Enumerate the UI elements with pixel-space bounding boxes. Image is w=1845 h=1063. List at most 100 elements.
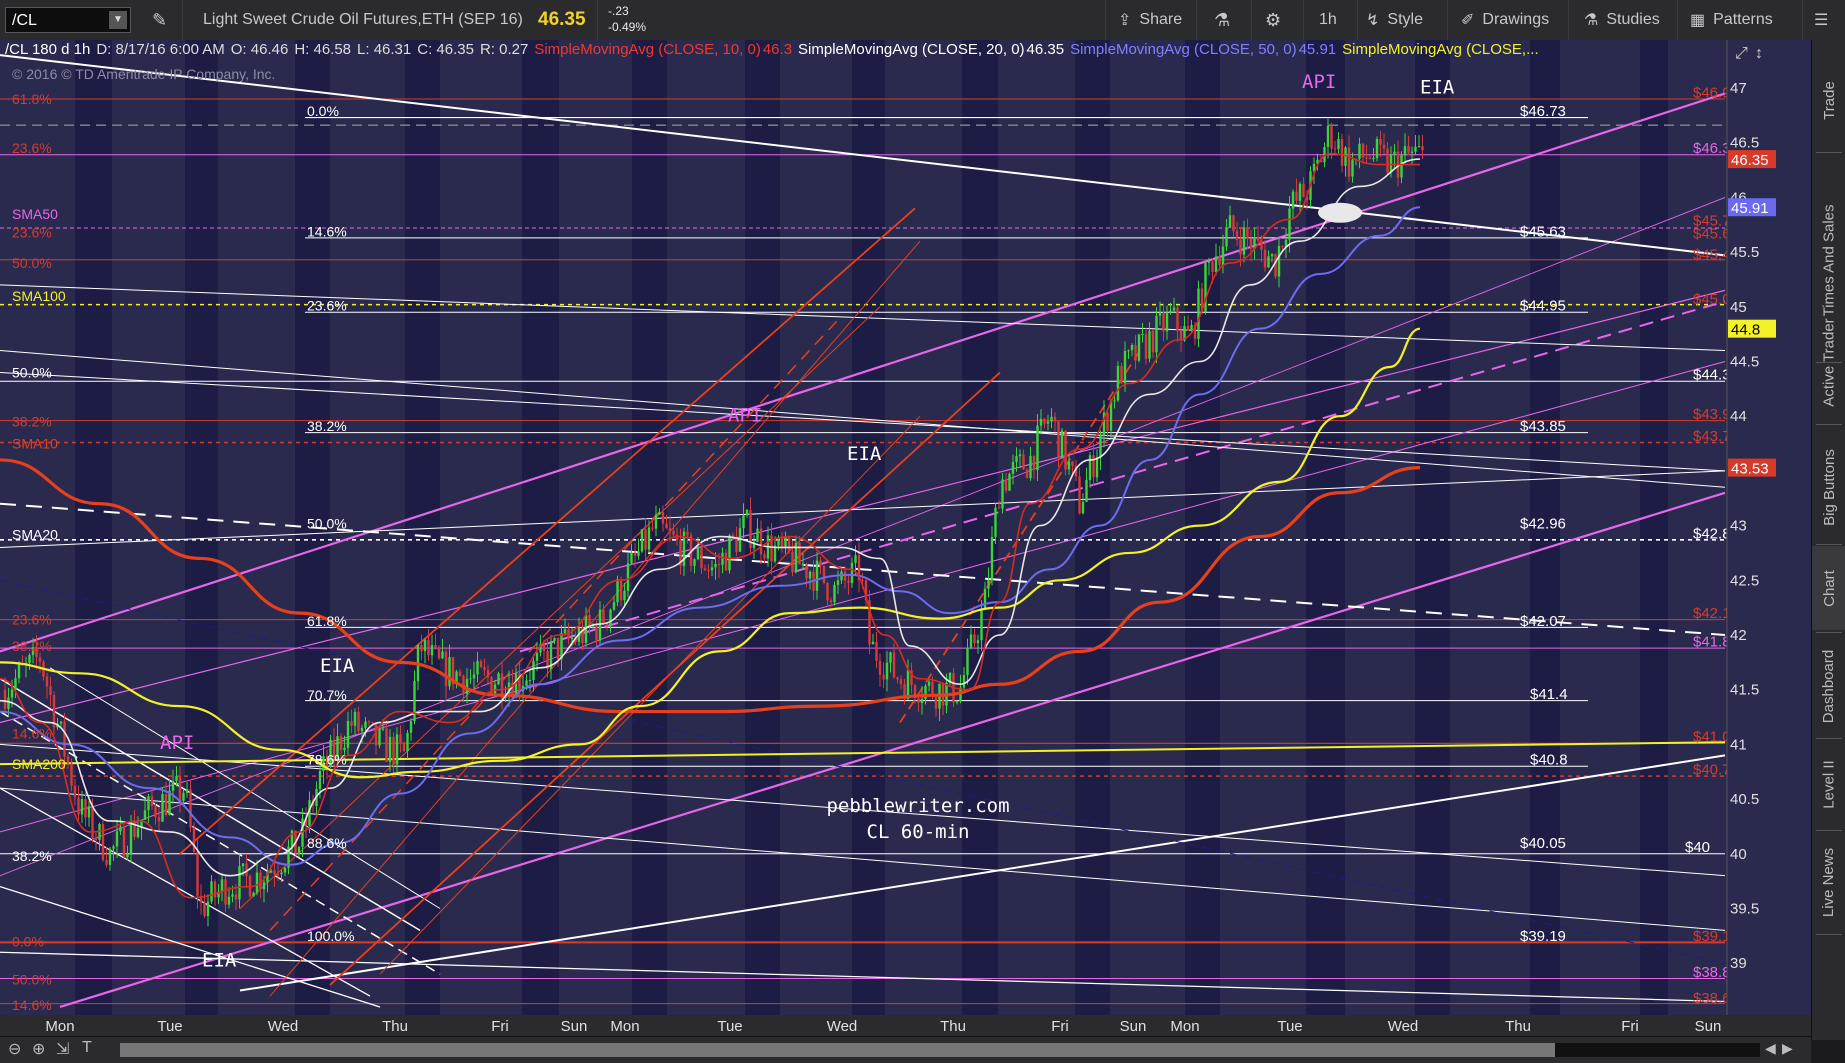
candle-body [920,698,924,703]
candle-body [1246,227,1249,239]
studies-button[interactable]: ⚗ Studies [1584,0,1660,40]
event-label: API [728,405,762,427]
x-axis-tick: Mon [1170,1018,1199,1035]
candle-body [1018,454,1022,457]
candle-body [325,756,329,767]
info-sma10-label[interactable]: SimpleMovingAvg (CLOSE, 10, 0) [534,41,761,58]
info-symbol: /CL 180 d 1h [5,41,91,58]
candle-body [469,678,472,680]
candle-body [1414,146,1417,152]
candle-body [549,641,553,670]
tab-active-trader[interactable]: Active Trader [1812,302,1845,422]
trendline [59,491,1726,1009]
copyright-text: © 2016 © TD Ameritrade IP Company, Inc. [12,66,275,82]
gear-icon[interactable]: ⚙ [1265,9,1282,30]
horizontal-scrollbar[interactable] [120,1043,1760,1057]
candle-body [689,535,693,566]
candle-body [644,529,647,550]
style-button[interactable]: ↯ Style [1366,0,1423,40]
candle-body [1256,237,1260,241]
candle-body [556,637,560,660]
candle-body [17,664,21,679]
info-sma50-label[interactable]: SimpleMovingAvg (CLOSE, 50, 0) [1070,41,1297,58]
event-annotations: API EIA API EIA API EIA EIA [160,71,1455,971]
candle-body [1039,418,1043,426]
drawings-button[interactable]: ✐ Drawings [1461,0,1549,40]
patterns-button[interactable]: ▦ Patterns [1690,0,1773,40]
trendline [0,710,441,975]
trendline [0,502,1726,636]
symbol-input[interactable]: /CL ▼ [5,7,131,33]
event-label: EIA [320,655,355,677]
zoom-out-icon[interactable]: ⊖ [8,1041,22,1058]
candle-body [1123,350,1127,384]
y-axis-tick: 45.5 [1730,244,1759,261]
fib-left-label: 38.2% [12,414,52,430]
y-axis-tick: 39.5 [1730,901,1759,918]
scroll-right-icon[interactable]: ▶ [1782,1040,1793,1056]
text-tool-icon[interactable]: T [82,1039,92,1056]
sma-label: SMA10 [12,436,58,452]
candle-body [654,514,658,529]
tab-chart[interactable]: Chart [1812,546,1845,630]
chevron-down-icon[interactable]: ▼ [109,11,127,29]
fib-left-label: 23.6% [12,140,52,156]
zoom-in-icon[interactable]: ⊕ [32,1041,46,1058]
trendline [0,350,1726,488]
candle-body [1004,479,1008,491]
price-tag [1728,458,1776,477]
candle-body [52,694,56,728]
candle-body [1071,461,1074,466]
flask-icon[interactable]: ⚗ [1214,9,1231,30]
candle-body [668,528,672,531]
tab-dashboard[interactable]: Dashboard [1812,636,1845,736]
price-tag-text: 46.35 [1731,152,1769,169]
candle-body [458,671,462,676]
fib-mid-label: 70.7% [307,687,347,703]
tab-trade[interactable]: Trade [1812,50,1845,150]
candle-body [1204,262,1207,312]
tab-live-news[interactable]: Live News [1812,832,1845,932]
candle-body [1197,288,1200,339]
cursor-marker [1318,202,1362,223]
info-sma20-label[interactable]: SimpleMovingAvg (CLOSE, 20, 0) [798,41,1025,58]
candle-body [360,727,364,732]
sma-label: SMA200 [12,756,66,772]
candle-body [178,776,182,801]
share-button[interactable]: ⇪ Share [1118,0,1182,40]
scroll-left-icon[interactable]: ◀ [1765,1040,1776,1056]
trendline [0,284,1726,352]
candle-body [322,756,325,771]
x-axis-tick: Thu [382,1018,408,1035]
scrollbar-thumb[interactable] [120,1043,1555,1057]
pan-icon[interactable]: ⇲ [56,1041,70,1058]
candle-body [465,678,469,694]
info-close: C: 46.35 [417,41,474,58]
info-sma100-label[interactable]: SimpleMovingAvg (CLOSE,... [1342,41,1539,58]
interval-button[interactable]: 1h [1319,11,1337,28]
fib-left-label: 50.0% [12,255,52,271]
candle-body [413,681,416,722]
candle-body [1190,324,1193,331]
pencil-icon[interactable]: ✎ [152,9,168,30]
tab-level-ii[interactable]: Level II [1812,740,1845,828]
y-axis-tick: 39 [1730,955,1747,972]
candle-body [752,542,756,549]
tab-label: Big Buttons [1820,448,1838,526]
candle-body [612,602,616,610]
candle-body [140,819,143,828]
candle-body [350,720,353,726]
tab-separator [1816,632,1842,633]
candle-body [1281,245,1284,247]
price-chart[interactable]: 61.8% 23.6% 23.6% 50.0% 38.2% 23.6% 38.2% 14.6%… [0,40,1811,1036]
sma20-line [0,158,1421,877]
change-percent: -0.49% [608,20,647,34]
candle-body [189,789,192,828]
candle-body [794,542,798,572]
candle-body [227,896,231,905]
candle-body [1274,254,1277,277]
candle-body [514,673,518,698]
menu-icon[interactable]: ☰ [1814,12,1829,29]
tab-big-buttons[interactable]: Big Buttons [1812,432,1845,542]
candle-body [161,794,164,822]
